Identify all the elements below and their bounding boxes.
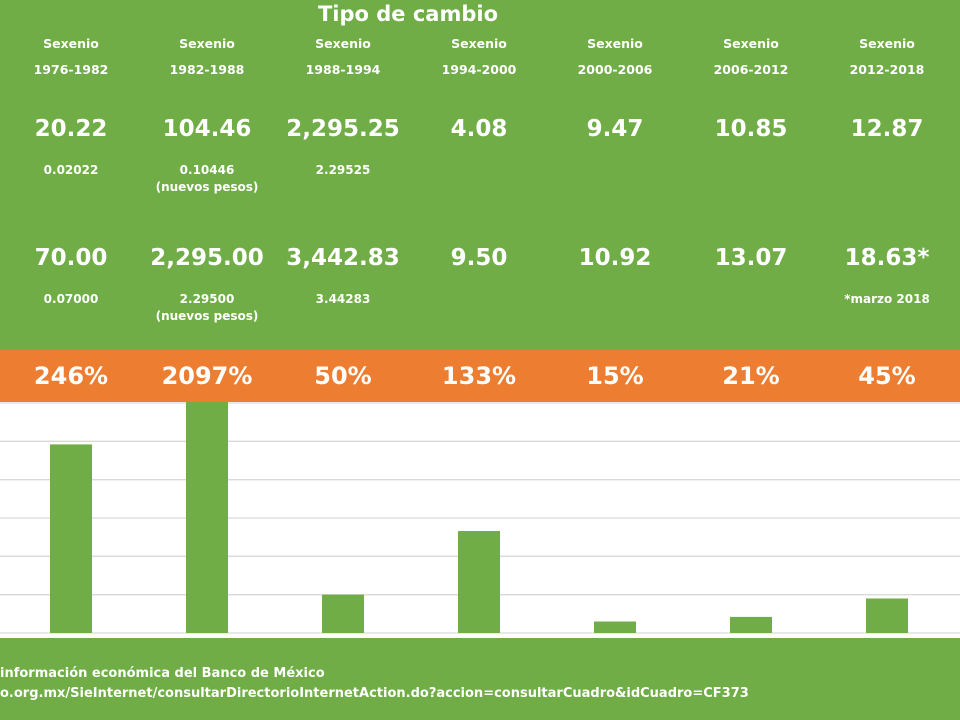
period-label: 1988-1994 [305,62,381,77]
period-label: 1976-1982 [33,62,109,77]
period-label: 1994-2000 [441,62,517,77]
bar-1982-1988 [186,402,228,633]
percent-change: 50% [314,362,372,390]
sexenio-label: Sexenio [587,36,643,51]
percent-change: 45% [858,362,916,390]
sexenio-label: Sexenio [43,36,99,51]
start-rate: 104.46 [162,116,252,142]
page-title: Tipo de cambio [317,2,499,26]
end-note: (nuevos pesos) [155,309,259,323]
start-rate: 10.85 [714,116,788,142]
end-rate: 70.00 [34,245,108,271]
sexenio-label: Sexenio [723,36,779,51]
sexenio-label: Sexenio [451,36,507,51]
percent-change: 21% [722,362,780,390]
sexenio-label: Sexenio [179,36,235,51]
end-rate-new-pesos: 3.44283 [315,292,371,306]
percent-change: 15% [586,362,644,390]
bar-1976-1982 [50,444,92,633]
end-rate-new-pesos: *marzo 2018 [844,292,930,306]
period-label: 2012-2018 [849,62,925,77]
end-rate: 2,295.00 [150,245,264,271]
end-rate-new-pesos: 2.29500 [179,292,235,306]
start-rate: 12.87 [850,116,924,142]
bar-2006-2012 [730,616,772,633]
start-rate-new-pesos: 0.02022 [43,163,99,177]
end-rate: 18.63* [844,245,930,271]
end-rate: 13.07 [714,245,788,271]
bar-2012-2018 [866,598,908,633]
bar-1988-1994 [322,594,364,633]
end-rate-new-pesos: 0.07000 [43,292,99,306]
period-label: 2000-2006 [577,62,653,77]
start-rate-new-pesos: 0.10446 [179,163,235,177]
period-label: 2006-2012 [713,62,789,77]
exchange-rate-table: Sexenio 1976-1982 20.22 0.02022 70.00 0.07000… [3,0,960,350]
percent-change-band: 246% 2097% 50% 133% 15% 21% 45% [0,350,960,402]
bar-1994-2000 [458,531,500,633]
period-label: 1982-1988 [169,62,245,77]
start-rate-new-pesos: 2.29525 [315,163,371,177]
end-rate: 9.50 [450,245,508,271]
bar-2000-2006 [594,621,636,633]
end-rate: 3,442.83 [286,245,400,271]
sexenio-label: Sexenio [859,36,915,51]
bar-chart-svg [0,402,960,634]
start-rate: 9.47 [586,116,644,142]
source-footer: información económica del Banco de Méxic… [0,664,749,704]
percent-change: 133% [441,362,517,390]
start-note: (nuevos pesos) [155,180,259,194]
end-rate: 10.92 [578,245,652,271]
percent-change: 2097% [161,362,253,390]
start-rate: 4.08 [450,116,508,142]
start-rate: 2,295.25 [286,116,400,142]
sexenio-label: Sexenio [315,36,371,51]
percent-change: 246% [33,362,109,390]
percent-change-chart [0,402,960,638]
source-line-1: información económica del Banco de Méxic… [0,666,325,681]
start-rate: 20.22 [34,116,108,142]
source-url: o.org.mx/SieInternet/consultarDirectorio… [0,686,749,701]
